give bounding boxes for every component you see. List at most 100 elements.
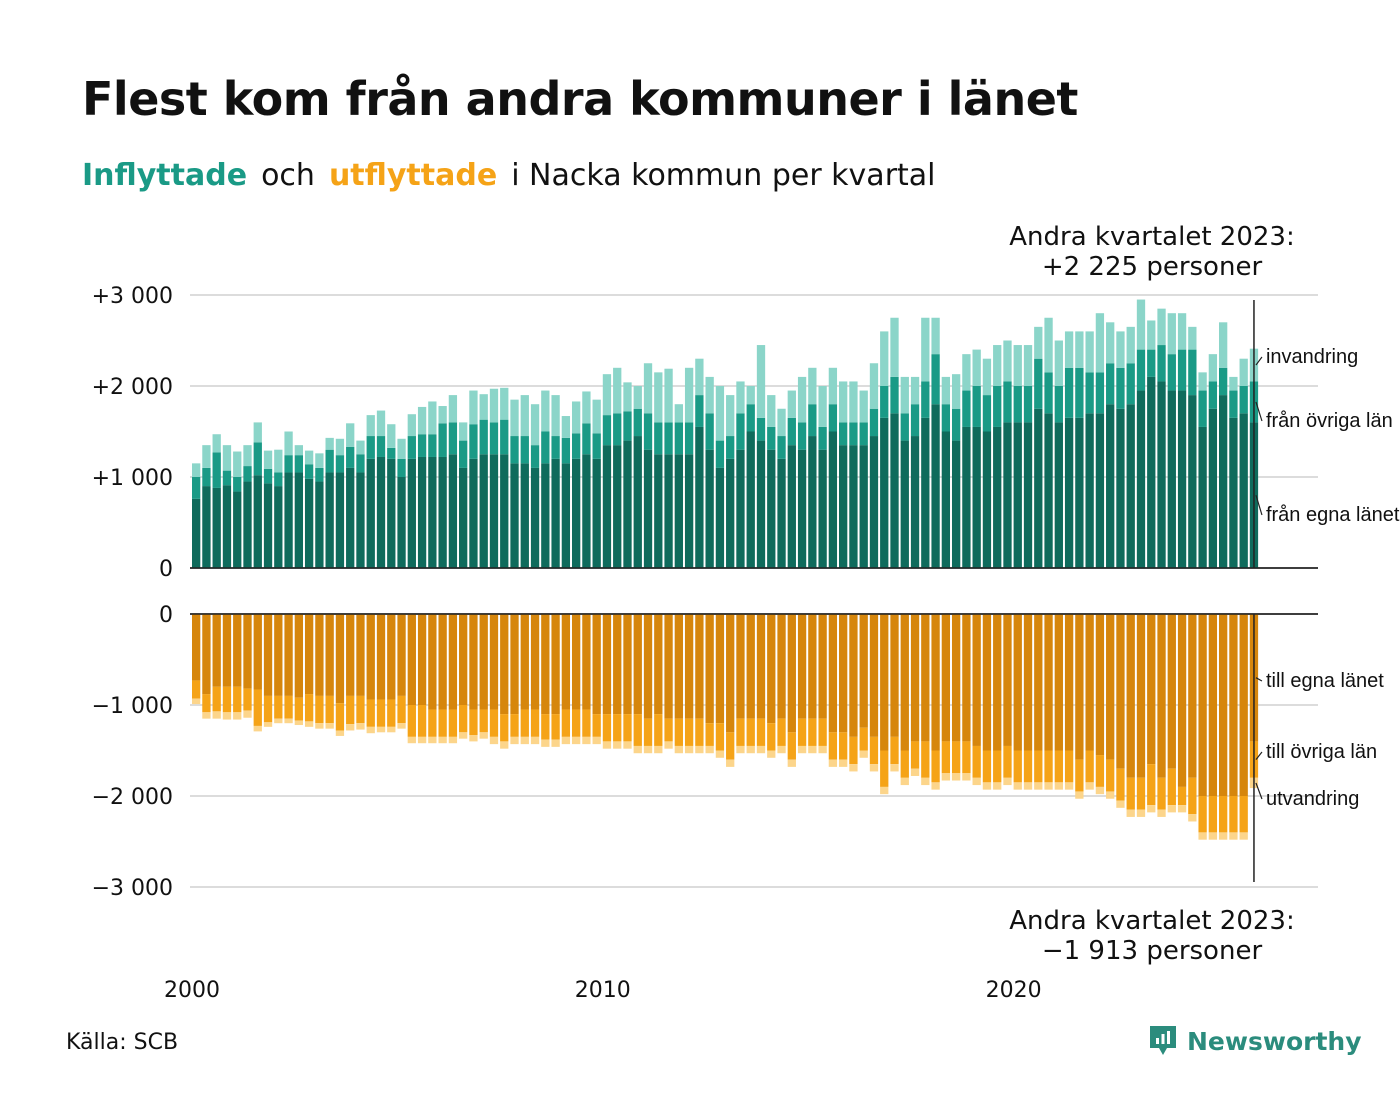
- bar-in-invandring: [1167, 313, 1176, 355]
- bar-in-från-övriga-län: [438, 423, 447, 457]
- bar-in-från-övriga-län: [880, 386, 889, 418]
- bar-out-utvandring: [1116, 800, 1125, 808]
- bar-out-till-egna-länet: [715, 614, 725, 724]
- leader-line: [1255, 495, 1263, 516]
- bar-in-från-övriga-län: [541, 431, 550, 464]
- bar-out-utvandring: [613, 741, 622, 749]
- bar-in-från-egna-länet: [828, 431, 838, 568]
- ytick-label-out: −2 000: [92, 785, 173, 810]
- bar-in-invandring: [715, 386, 725, 441]
- bar-in-från-egna-länet: [346, 467, 355, 568]
- bar-in-från-egna-länet: [1054, 422, 1063, 568]
- bar-out-till-egna-länet: [1177, 614, 1187, 787]
- bar-in-invandring: [602, 374, 612, 416]
- bar-in-från-övriga-län: [787, 417, 796, 446]
- bar-in-från-övriga-län: [315, 467, 324, 482]
- bar-in-från-övriga-län: [684, 422, 694, 455]
- bar-in-från-egna-länet: [315, 481, 324, 568]
- bar-in-från-egna-länet: [931, 404, 940, 568]
- bar-in-invandring: [325, 437, 334, 450]
- bar-in-från-egna-länet: [459, 467, 468, 568]
- bar-out-utvandring: [941, 773, 951, 781]
- bar-out-utvandring: [1239, 832, 1248, 840]
- ytick-label-in: +1 000: [92, 466, 173, 491]
- bar-in-invandring: [397, 438, 406, 459]
- bar-out-till-övriga-län: [335, 703, 345, 731]
- bar-in-från-egna-länet: [746, 431, 755, 568]
- bar-in-invandring: [428, 401, 437, 435]
- bar-in-invandring: [561, 416, 571, 438]
- bar-out-till-egna-länet: [654, 614, 663, 715]
- ytick-label-out: −1 000: [92, 694, 173, 719]
- bar-out-till-övriga-län: [243, 688, 252, 711]
- bar-out-utvandring: [325, 723, 334, 729]
- bar-in-från-egna-länet: [438, 456, 447, 568]
- bar-in-invandring: [459, 422, 468, 441]
- bar-in-från-egna-länet: [623, 440, 632, 568]
- bar-out-till-egna-länet: [1023, 614, 1033, 751]
- bar-in-från-övriga-län: [623, 411, 632, 441]
- brand-name: Newsworthy: [1187, 1026, 1362, 1056]
- bar-out-till-övriga-län: [1157, 777, 1166, 810]
- bar-in-invandring: [530, 404, 540, 446]
- bar-out-till-övriga-län: [1147, 764, 1156, 806]
- bar-out-till-övriga-län: [900, 750, 909, 778]
- bar-in-från-egna-länet: [253, 475, 262, 568]
- bar-in-invandring: [921, 317, 930, 382]
- bar-out-till-övriga-län: [1198, 796, 1207, 833]
- bar-in-från-övriga-län: [561, 437, 571, 464]
- bar-out-till-egna-länet: [869, 614, 879, 737]
- bar-in-invandring: [222, 445, 232, 471]
- bar-out-till-övriga-län: [500, 714, 509, 742]
- bar-in-från-egna-länet: [951, 440, 961, 568]
- bar-out-utvandring: [1054, 782, 1063, 790]
- bar-out-till-egna-länet: [582, 614, 591, 710]
- bar-out-till-egna-länet: [931, 614, 940, 751]
- bar-out-utvandring: [1044, 782, 1053, 790]
- bar-in-från-egna-länet: [1013, 422, 1022, 568]
- bar-in-från-övriga-län: [284, 455, 293, 473]
- bar-out-till-övriga-län: [263, 695, 273, 723]
- bar-out-till-övriga-län: [222, 686, 232, 713]
- bar-in-invandring: [993, 345, 1002, 386]
- bar-out-till-egna-länet: [520, 614, 529, 710]
- annotation-in-line2: +2 225 personer: [1042, 252, 1263, 282]
- bar-in-invandring: [510, 399, 519, 437]
- bar-out-till-egna-länet: [756, 614, 766, 719]
- bar-out-till-egna-länet: [1208, 614, 1218, 796]
- bar-in-från-egna-länet: [469, 458, 478, 568]
- bar-in-från-övriga-län: [1034, 358, 1043, 409]
- bar-out-till-övriga-län: [962, 741, 971, 774]
- bar-out-till-egna-länet: [346, 614, 355, 696]
- bar-in-från-egna-länet: [705, 449, 714, 568]
- bar-in-från-egna-länet: [900, 440, 909, 568]
- bar-out-utvandring: [304, 721, 314, 727]
- bar-in-från-övriga-län: [582, 423, 591, 455]
- bar-out-utvandring: [346, 724, 355, 731]
- bar-out-utvandring: [982, 782, 992, 790]
- bar-out-utvandring: [993, 782, 1002, 790]
- bar-out-utvandring: [951, 773, 961, 781]
- bar-out-till-egna-länet: [982, 614, 992, 751]
- bar-in-från-egna-länet: [767, 449, 776, 568]
- bar-out-till-egna-länet: [376, 614, 386, 700]
- bar-out-till-egna-länet: [500, 614, 509, 715]
- bar-in-från-egna-länet: [428, 456, 437, 568]
- bar-in-invandring: [839, 381, 848, 423]
- bar-out-till-övriga-län: [448, 709, 458, 737]
- bar-out-utvandring: [571, 736, 581, 745]
- bar-in-från-egna-länet: [982, 431, 992, 568]
- bar-out-till-egna-länet: [993, 614, 1002, 751]
- series-label-invandring: invandring: [1266, 346, 1358, 368]
- bar-out-till-övriga-län: [921, 741, 930, 778]
- bar-out-till-egna-länet: [1136, 614, 1146, 778]
- bar-in-från-övriga-län: [1095, 372, 1105, 414]
- bar-in-från-egna-länet: [1157, 381, 1166, 568]
- bar-in-från-egna-länet: [304, 478, 314, 568]
- bar-out-till-övriga-län: [869, 736, 879, 765]
- bar-out-utvandring: [1136, 809, 1146, 817]
- annotation-out-line2: −1 913 personer: [1042, 936, 1263, 966]
- bar-out-utvandring: [489, 736, 499, 745]
- bar-in-invandring: [1095, 313, 1105, 373]
- bar-out-till-egna-länet: [1239, 614, 1248, 796]
